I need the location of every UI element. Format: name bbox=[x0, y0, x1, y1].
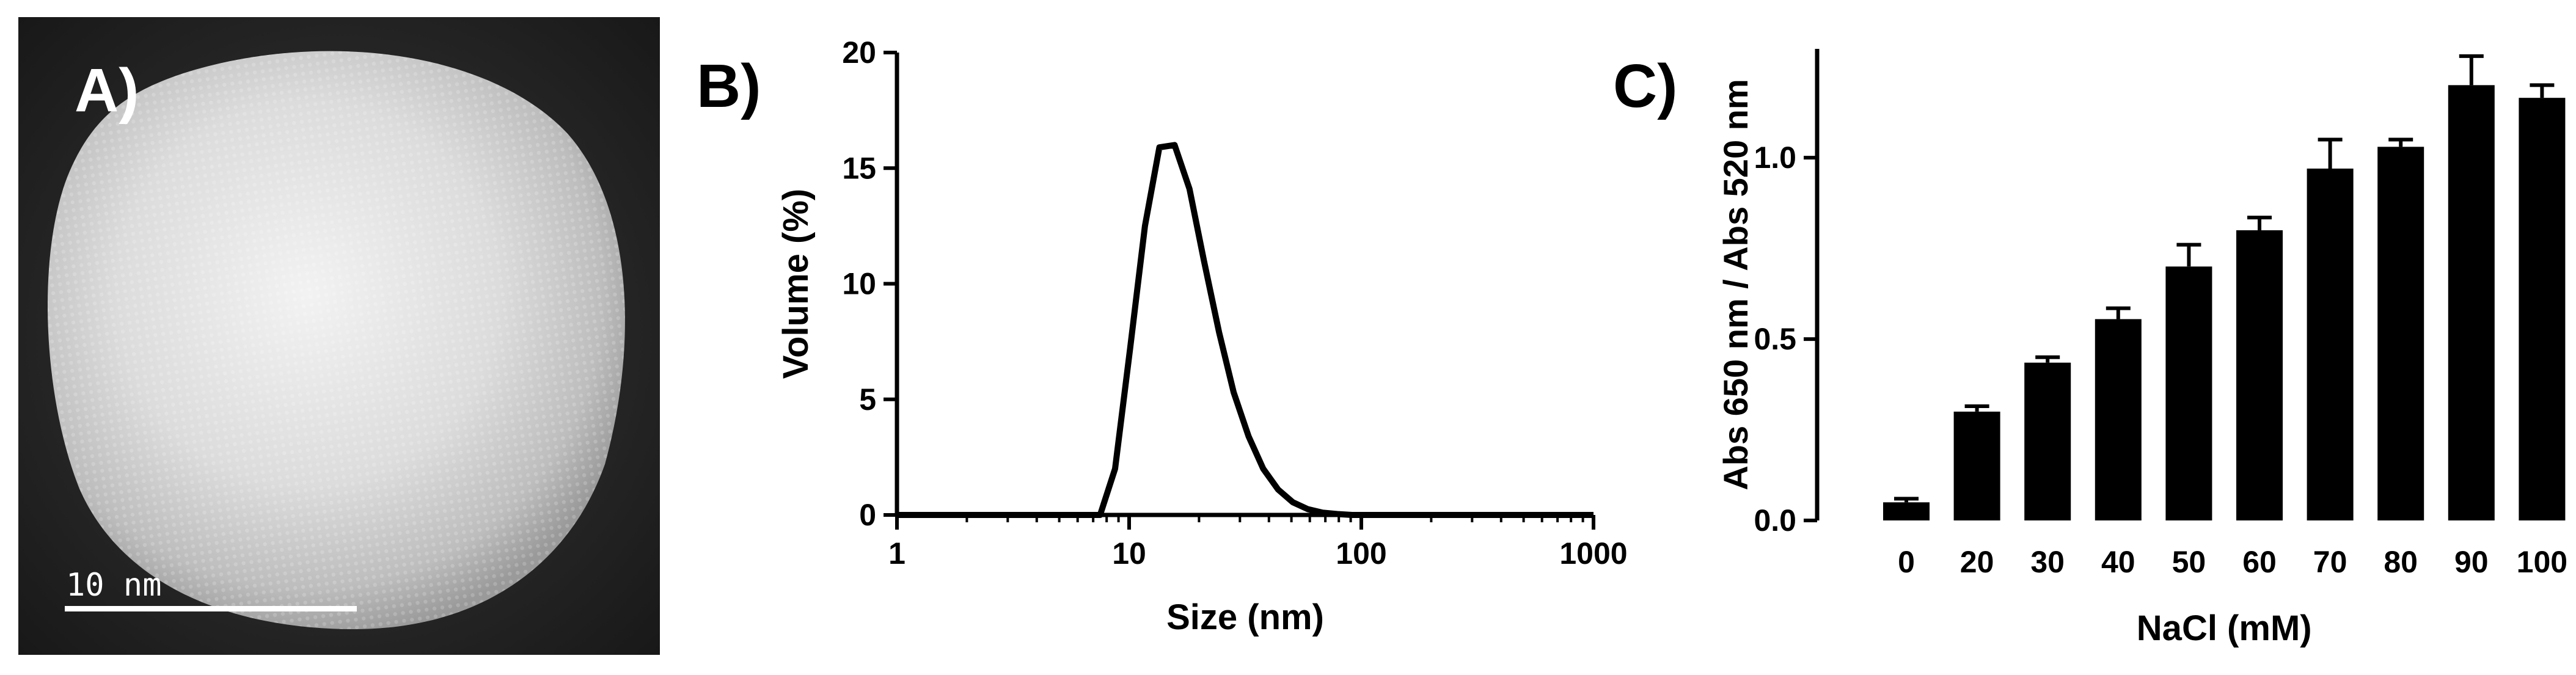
absorbance-ratio-chart: 0.0 0.5 1.0 0 20 30 40 50 60 70 80 90 100 NaCl (mM) Ab… bbox=[1716, 49, 2567, 648]
panel-b: B) 0 5 10 15 20 1 10 100 1000 Size (nm) Volume (%) bbox=[697, 35, 1628, 637]
size-distribution-line bbox=[897, 142, 1594, 518]
y-tick-label: 15 bbox=[842, 151, 876, 185]
bar bbox=[1883, 502, 1930, 520]
bar bbox=[2519, 98, 2566, 520]
x-tick-label: 1000 bbox=[1559, 536, 1627, 571]
panel-b-letter: B) bbox=[697, 52, 761, 120]
bar bbox=[2236, 230, 2283, 520]
y-tick-label: 5 bbox=[859, 382, 876, 417]
bar bbox=[2095, 319, 2142, 520]
y-tick-label: 0.0 bbox=[1754, 503, 1796, 538]
bar bbox=[2448, 85, 2495, 520]
y-tick-label: 0 bbox=[859, 498, 876, 532]
y-tick-label: 20 bbox=[842, 35, 876, 70]
x-axis-title: Size (nm) bbox=[1166, 597, 1324, 637]
x-tick-label: 70 bbox=[2313, 545, 2347, 579]
bar bbox=[2165, 266, 2212, 520]
scale-bar bbox=[65, 606, 357, 611]
size-distribution-chart: 0 5 10 15 20 1 10 100 1000 Size (nm) Volume (%) bbox=[776, 35, 1628, 637]
panel-c-letter: C) bbox=[1613, 52, 1678, 120]
x-tick-label: 60 bbox=[2242, 545, 2277, 579]
scale-bar-label: 10 nm bbox=[66, 567, 162, 604]
bar bbox=[2377, 147, 2424, 521]
y-axis-title: Volume (%) bbox=[776, 189, 816, 379]
bar bbox=[2024, 362, 2071, 520]
y-tick-label: 0.5 bbox=[1754, 322, 1796, 356]
bar bbox=[2307, 168, 2354, 520]
x-tick-label: 90 bbox=[2454, 545, 2489, 579]
x-tick-label: 50 bbox=[2172, 545, 2206, 579]
x-tick-label: 30 bbox=[2030, 545, 2065, 579]
x-tick-label: 40 bbox=[2101, 545, 2135, 579]
panel-c: C) 0.0 0.5 1.0 0 20 30 40 50 60 70 80 90 100 NaCl (mM… bbox=[1613, 49, 2567, 648]
y-axis-title: Abs 650 nm / Abs 520 nm bbox=[1716, 79, 1755, 490]
x-tick-label: 100 bbox=[2517, 545, 2567, 579]
atomic-lattice-texture bbox=[47, 51, 625, 630]
x-tick-label: 20 bbox=[1960, 545, 1994, 579]
x-tick-label: 80 bbox=[2384, 545, 2418, 579]
x-tick-label: 0 bbox=[1898, 545, 1915, 579]
x-axis-title: NaCl (mM) bbox=[2137, 608, 2312, 648]
y-tick-label: 10 bbox=[842, 267, 876, 301]
x-tick-label: 100 bbox=[1336, 536, 1386, 571]
panel-a-letter: A) bbox=[75, 56, 139, 125]
y-tick-label: 1.0 bbox=[1754, 140, 1796, 175]
x-tick-label: 1 bbox=[888, 536, 906, 571]
x-tick-label: 10 bbox=[1112, 536, 1146, 571]
bar bbox=[1953, 411, 2000, 520]
panel-a: A) 10 nm bbox=[18, 17, 660, 655]
